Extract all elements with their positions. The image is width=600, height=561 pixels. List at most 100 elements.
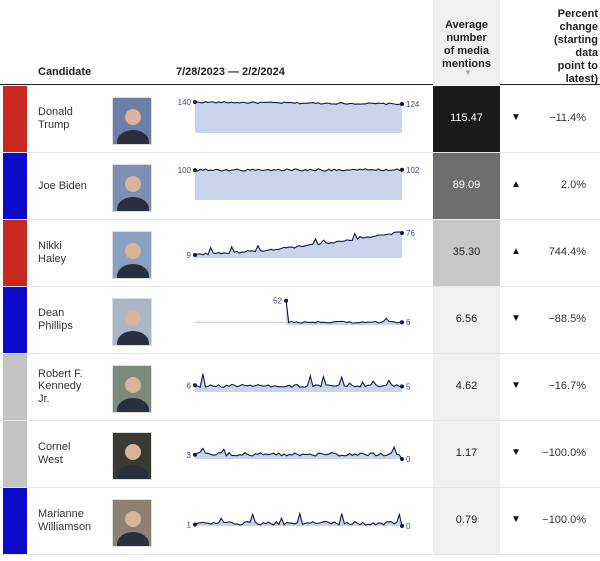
table-row[interactable]: Robert F. Kennedy Jr. 6 5 4.62 ▼ −16.7% bbox=[0, 354, 600, 421]
portrait-icon bbox=[113, 98, 151, 144]
sparkline-end-point bbox=[400, 384, 404, 389]
sparkline-series bbox=[194, 445, 403, 460]
sparkline-area bbox=[195, 231, 402, 258]
sparkline-series bbox=[194, 231, 403, 256]
candidate-name[interactable]: Nikki Haley bbox=[38, 240, 108, 265]
party-color-bar bbox=[3, 153, 27, 219]
party-color-bar bbox=[3, 287, 27, 353]
candidate-photo bbox=[112, 432, 152, 480]
portrait-icon bbox=[113, 433, 151, 479]
candidate-name-line: Joe Biden bbox=[38, 179, 87, 192]
candidate-name-line: Dean bbox=[38, 307, 65, 319]
pct-header-line: latest) bbox=[565, 73, 598, 85]
candidate-name[interactable]: Marianne Williamson bbox=[38, 508, 108, 533]
table-row[interactable]: Nikki Haley 9 76 35.30 ▲ 744.4% bbox=[0, 220, 600, 287]
sort-desc-icon[interactable]: ▼ bbox=[464, 68, 472, 77]
table-header: Candidate 7/28/2023 — 2/2/2024 Average n… bbox=[0, 0, 600, 85]
portrait-icon bbox=[113, 299, 151, 345]
sparkline-series bbox=[195, 101, 403, 106]
sparkline-area bbox=[195, 168, 402, 200]
sparkline-end-point bbox=[400, 167, 404, 172]
candidate-name-line: Marianne bbox=[38, 508, 84, 520]
avg-header-line: number bbox=[446, 32, 487, 44]
avg-mentions-column-header[interactable]: Average number of media mentions bbox=[436, 19, 497, 71]
candidate-name[interactable]: Donald Trump bbox=[38, 106, 108, 131]
avg-header-line: mentions bbox=[442, 58, 491, 70]
candidate-name-line: Kennedy bbox=[38, 380, 82, 392]
candidate-name-line: Robert F. bbox=[38, 367, 83, 380]
sparkline-series bbox=[194, 511, 403, 527]
pct-header-line: change bbox=[559, 21, 598, 33]
avg-mentions-value: 0.79 bbox=[455, 514, 478, 526]
sparkline-chart: 52 6 bbox=[195, 297, 411, 327]
party-color-bar bbox=[3, 488, 27, 554]
sparkline-start-point bbox=[193, 168, 197, 173]
avg-mentions-shade bbox=[433, 86, 500, 152]
pct-change-column-header[interactable]: Percent change (starting data point to l… bbox=[530, 8, 600, 86]
sparkline-end-label: 0 bbox=[406, 455, 411, 464]
table-row[interactable]: Joe Biden 100 102 89.09 ▲ 2.0% bbox=[0, 153, 600, 220]
candidate-name[interactable]: Cornel West bbox=[38, 441, 108, 466]
percent-change-value: −88.5% bbox=[548, 313, 586, 325]
sparkline-end-label: 102 bbox=[406, 166, 420, 175]
avg-mentions-value: 35.30 bbox=[452, 246, 481, 258]
avg-mentions-value: 115.47 bbox=[450, 112, 483, 124]
sparkline-end-label: 0 bbox=[406, 522, 411, 531]
candidate-name-line: Phillips bbox=[38, 319, 73, 332]
sparkline-start-point bbox=[193, 253, 197, 258]
trend-down-icon: ▼ bbox=[511, 514, 521, 525]
percent-change-value: −16.7% bbox=[548, 380, 586, 392]
candidate-name-line: Donald bbox=[38, 106, 73, 118]
candidate-photo bbox=[112, 298, 152, 346]
sparkline-end-point bbox=[400, 101, 404, 106]
percent-change-value: −100.0% bbox=[542, 447, 586, 459]
sparkline-chart: 100 102 bbox=[178, 166, 420, 200]
candidate-name[interactable]: Joe Biden bbox=[38, 180, 108, 193]
avg-mentions-cell: 4.62 bbox=[433, 354, 500, 420]
avg-column-header-bg bbox=[433, 0, 500, 85]
sparkline-end-point bbox=[400, 457, 404, 461]
candidate-name[interactable]: Dean Phillips bbox=[38, 307, 108, 332]
sparkline-start-point bbox=[193, 522, 197, 527]
candidate-photo bbox=[112, 231, 152, 279]
avg-mentions-cell: 115.47 bbox=[433, 86, 500, 152]
avg-mentions-shade bbox=[433, 488, 500, 554]
party-color-bar bbox=[3, 421, 27, 487]
avg-mentions-value: 89.09 bbox=[452, 179, 481, 191]
sparkline-start-label: 9 bbox=[187, 251, 192, 260]
table-row[interactable]: Marianne Williamson 1 0 0.79 ▼ −100.0% bbox=[0, 488, 600, 555]
sparkline-start-point bbox=[193, 452, 197, 457]
table-row[interactable]: Donald Trump 140 124 115.47 ▼ −11.4% bbox=[0, 86, 600, 153]
trend-up-icon: ▲ bbox=[511, 179, 521, 190]
avg-mentions-cell: 6.56 bbox=[433, 287, 500, 353]
portrait-icon bbox=[113, 366, 151, 412]
sparkline-end-point bbox=[400, 524, 404, 528]
sparkline-series bbox=[194, 168, 403, 172]
avg-mentions-shade bbox=[433, 354, 500, 420]
candidate-name[interactable]: Robert F. Kennedy Jr. bbox=[38, 368, 108, 406]
sparkline-start-point bbox=[193, 383, 197, 388]
sparkline-chart: 9 76 bbox=[187, 229, 416, 260]
sparkline-end-label: 5 bbox=[406, 382, 411, 391]
sparkline-start-label: 140 bbox=[178, 98, 192, 107]
avg-mentions-shade bbox=[433, 421, 500, 487]
sparkline-area bbox=[195, 373, 402, 392]
avg-mentions-cell: 0.79 bbox=[433, 488, 500, 554]
candidate-name-line: Jr. bbox=[38, 392, 50, 405]
sparkline-series bbox=[285, 300, 403, 324]
table-row[interactable]: Cornel West 3 0 1.17 ▼ −100.0% bbox=[0, 421, 600, 488]
portrait-icon bbox=[113, 165, 151, 211]
percent-change-value: 2.0% bbox=[560, 179, 586, 191]
candidate-column-header[interactable]: Candidate bbox=[38, 66, 92, 78]
candidate-name-line: Williamson bbox=[38, 520, 92, 533]
percent-change-value: 744.4% bbox=[548, 246, 586, 258]
sparkline-start-label: 6 bbox=[187, 381, 192, 390]
pct-header-line: Percent bbox=[557, 8, 598, 20]
avg-mentions-cell: 1.17 bbox=[433, 421, 500, 487]
trend-down-icon: ▼ bbox=[511, 447, 521, 458]
table-row[interactable]: Dean Phillips 52 6 6.56 ▼ −88.5% bbox=[0, 287, 600, 354]
candidate-name-line: Nikki bbox=[38, 240, 62, 252]
